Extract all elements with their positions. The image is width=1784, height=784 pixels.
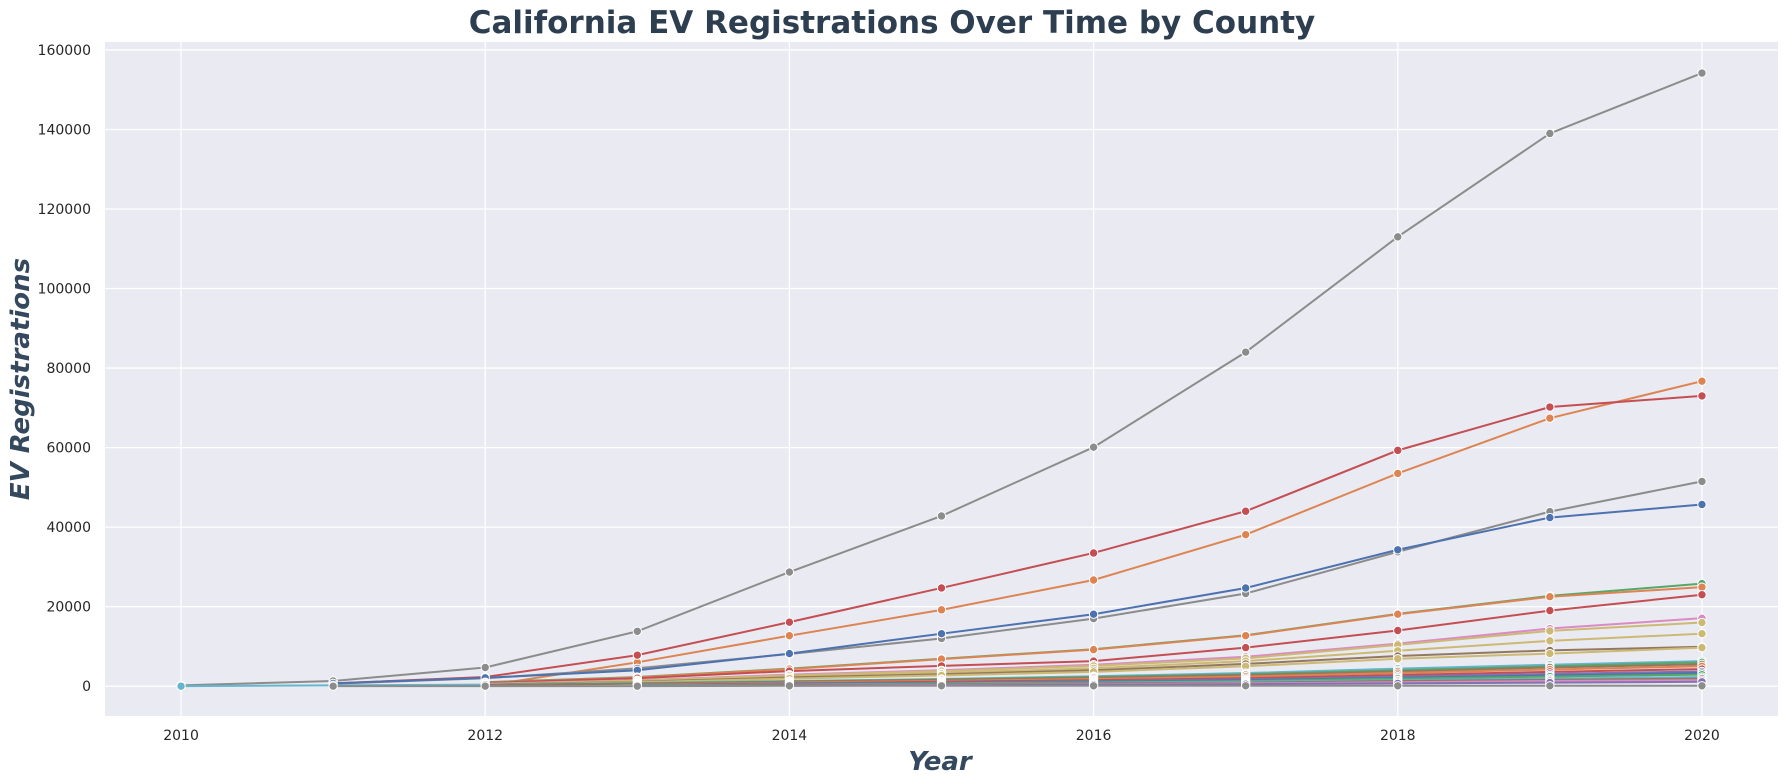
series-line (333, 394, 1703, 685)
series-line (333, 503, 1703, 685)
data-point (1545, 605, 1555, 616)
data-point (784, 648, 795, 659)
data-point (1697, 68, 1707, 78)
data-point (936, 511, 947, 521)
y-tick-label: 0 (82, 679, 91, 695)
y-tick-label: 140000 (38, 122, 91, 138)
data-point (1393, 468, 1403, 479)
data-point (784, 617, 795, 627)
data-point (1393, 681, 1403, 691)
data-point (1088, 442, 1099, 452)
x-tick-label: 2012 (467, 728, 503, 744)
data-point (1393, 654, 1403, 664)
data-point (1393, 609, 1403, 619)
data-point (1088, 575, 1099, 585)
data-point (1240, 681, 1251, 691)
data-point (1697, 499, 1707, 510)
data-point (1545, 636, 1555, 646)
data-point (1697, 617, 1707, 628)
data-point (1697, 628, 1707, 639)
data-point (1240, 642, 1251, 653)
x-tick-label: 2010 (163, 728, 199, 744)
series-26 (328, 681, 1707, 691)
data-point (1545, 413, 1555, 423)
data-point (1697, 642, 1707, 653)
data-point (1240, 630, 1251, 641)
plot-background (105, 42, 1778, 716)
data-point (328, 681, 338, 691)
x-tick-label: 2020 (1684, 728, 1720, 744)
data-point (784, 567, 795, 577)
data-point (1545, 681, 1555, 691)
data-point (1697, 681, 1707, 691)
data-point (1088, 681, 1099, 691)
data-point (936, 681, 947, 691)
data-point (1393, 625, 1403, 636)
data-point (1393, 545, 1403, 555)
data-point (936, 628, 947, 639)
x-tick-label: 2018 (1380, 728, 1416, 744)
chart-title: California EV Registrations Over Time by… (469, 5, 1316, 41)
data-point (1545, 648, 1555, 659)
x-tick-label: 2014 (772, 728, 808, 744)
y-tick-label: 100000 (38, 282, 91, 298)
data-point (1697, 391, 1707, 401)
data-point (1088, 609, 1099, 619)
data-point (1545, 512, 1555, 523)
data-point (1697, 590, 1707, 600)
y-tick-label: 160000 (38, 43, 91, 59)
y-tick-label: 120000 (38, 202, 91, 218)
x-tick-labels: 2010 2012 2014 2016 2018 2020 (163, 728, 1720, 744)
data-point (1240, 506, 1251, 516)
x-tick-label: 2016 (1076, 728, 1112, 744)
y-axis-label: EV Registrations (6, 258, 36, 500)
data-point (1697, 476, 1707, 487)
data-point (480, 662, 490, 673)
data-point (176, 681, 186, 691)
y-tick-label: 80000 (46, 361, 91, 377)
data-point (632, 681, 643, 691)
data-point (632, 650, 643, 660)
y-tick-label: 20000 (46, 600, 91, 616)
y-tick-labels: 0 20000 40000 60000 80000 100000 120000 140000 1… (38, 43, 91, 695)
data-point (1545, 626, 1555, 636)
data-point (1088, 548, 1099, 558)
data-point (784, 630, 795, 641)
data-point (1545, 128, 1555, 139)
data-point (1240, 583, 1251, 593)
grid (105, 42, 1778, 716)
y-tick-label: 40000 (46, 520, 91, 536)
data-point (784, 681, 795, 691)
data-point (1240, 529, 1251, 540)
data-point (1240, 347, 1251, 357)
data-point (1545, 592, 1555, 602)
series-3 (328, 391, 1707, 689)
data-point (936, 583, 947, 593)
data-point (936, 605, 947, 615)
x-axis-label: Year (908, 747, 974, 777)
data-point (632, 626, 643, 637)
data-point (480, 681, 490, 691)
data-point (1088, 644, 1099, 655)
data-point (1697, 376, 1707, 386)
data-point (1545, 402, 1555, 412)
series-group (176, 68, 1707, 691)
data-point (1393, 232, 1403, 242)
data-point (1393, 445, 1403, 456)
y-tick-label: 60000 (46, 441, 91, 457)
